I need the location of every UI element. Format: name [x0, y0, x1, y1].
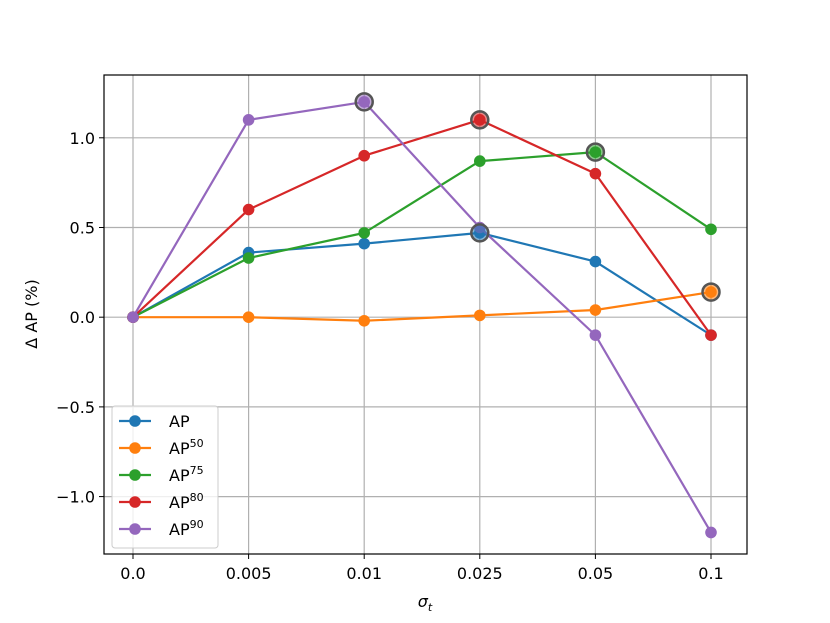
data-point — [358, 149, 371, 162]
x-tick-label: 0.005 — [226, 564, 272, 583]
legend-marker — [129, 469, 141, 481]
y-tick-label: −1.0 — [56, 488, 95, 507]
best-value-marker — [470, 223, 490, 243]
data-point — [705, 223, 717, 236]
best-value-marker — [701, 282, 721, 302]
x-axis-label: σt — [418, 592, 433, 614]
x-axis-label-subscript: t — [428, 601, 433, 614]
x-tick-label: 0.01 — [346, 564, 382, 583]
data-point — [474, 155, 486, 167]
legend-label: AP50 — [169, 437, 204, 458]
series-lines — [127, 96, 717, 539]
data-point — [705, 526, 717, 539]
series-line — [132, 231, 712, 337]
data-point — [474, 309, 486, 322]
series-line — [133, 290, 712, 322]
series-line — [132, 118, 712, 336]
data-point — [358, 227, 371, 239]
data-point — [589, 304, 602, 316]
legend-item: AP75 — [119, 464, 204, 485]
legend-label: AP — [169, 412, 190, 431]
y-tick-label: 1.0 — [70, 129, 95, 148]
x-tick-label: 0.1 — [698, 564, 723, 583]
y-tick-label: 0.5 — [70, 218, 95, 237]
x-axis-label-symbol: σ — [418, 592, 429, 611]
x-tick-label: 0.025 — [457, 564, 503, 583]
best-value-marker — [354, 92, 374, 112]
legend-label: AP80 — [169, 491, 204, 512]
legend-marker — [129, 442, 141, 454]
legend-item: AP — [119, 412, 190, 431]
best-value-marker — [585, 142, 606, 162]
plot-frame — [103, 74, 748, 555]
legend-marker — [129, 496, 141, 508]
axis-ticks: 0.0 0.005 0.01 0.025 0.05 0.1 −1.0 −0.5 0.0 0.5 1.… — [56, 129, 724, 583]
data-point — [589, 167, 602, 180]
data-point — [242, 252, 255, 264]
legend-marker — [129, 415, 141, 427]
legend-item: AP90 — [119, 518, 204, 539]
series-line — [132, 151, 712, 319]
data-point — [589, 255, 602, 268]
legend-label: AP90 — [169, 518, 204, 539]
data-point — [242, 114, 255, 126]
best-value-marker — [470, 110, 490, 130]
legend-marker — [129, 523, 141, 535]
legend-label: AP75 — [169, 464, 204, 485]
y-tick-label: 0.0 — [70, 308, 95, 327]
x-tick-label: 0.05 — [578, 564, 614, 583]
y-tick-label: −0.5 — [56, 398, 95, 417]
best-value-highlights — [354, 92, 721, 302]
series-line — [132, 100, 712, 534]
y-axis-label: Δ AP (%) — [22, 279, 41, 348]
legend: AP AP50 AP75 AP80 AP90 — [111, 405, 219, 549]
legend-item: AP50 — [119, 437, 204, 458]
x-tick-label: 0.0 — [120, 564, 145, 583]
data-point — [127, 311, 139, 323]
data-point — [358, 314, 371, 327]
series-AP50 — [127, 286, 717, 327]
series-AP — [127, 227, 717, 341]
data-point — [589, 329, 602, 341]
data-point — [358, 237, 371, 250]
data-point — [705, 329, 717, 341]
legend-item: AP80 — [119, 491, 204, 512]
data-point — [242, 203, 255, 216]
series-AP75 — [127, 146, 717, 323]
legend-box — [111, 405, 219, 549]
data-point — [242, 311, 255, 323]
